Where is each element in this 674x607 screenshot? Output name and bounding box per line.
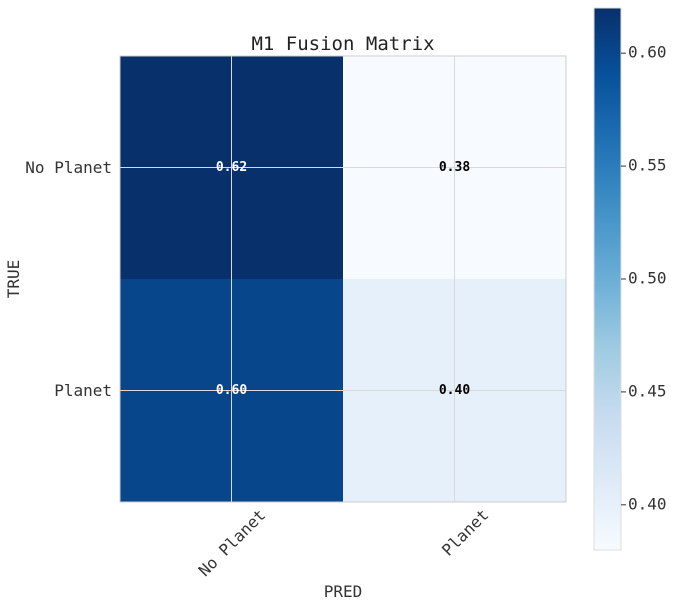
x-tick-labels: No Planet Planet — [195, 505, 493, 580]
cell-value-label: 0.40 — [439, 383, 470, 398]
x-tick-label: Planet — [438, 505, 492, 559]
colorbar-tick-label: 0.55 — [628, 156, 667, 175]
plot-frame — [119, 55, 567, 503]
cell-value-label: 0.38 — [439, 160, 470, 175]
gridlines — [120, 56, 566, 502]
chart-title: M1 Fusion Matrix — [251, 33, 434, 55]
cell-value-labels: 0.62 0.38 0.60 0.40 — [216, 160, 470, 398]
x-tick-label: No Planet — [195, 505, 270, 580]
colorbar-tick-label: 0.50 — [628, 269, 667, 288]
cell-value-label: 0.62 — [216, 160, 247, 175]
heatmap-cells — [120, 56, 566, 502]
colorbar-tick-label: 0.45 — [628, 381, 667, 400]
y-tick-labels: No Planet Planet — [25, 158, 112, 400]
colorbar-tick-label: 0.60 — [628, 43, 667, 62]
colorbar-ticks: 0.40 0.45 0.50 0.55 0.60 — [621, 43, 667, 513]
colorbar — [593, 7, 622, 551]
y-tick-label: No Planet — [25, 158, 112, 177]
y-tick-label: Planet — [54, 381, 112, 400]
colorbar-tick-label: 0.40 — [628, 494, 667, 513]
x-axis-label: PRED — [324, 582, 363, 601]
y-axis-label: TRUE — [4, 260, 23, 299]
cell-value-label: 0.60 — [216, 383, 247, 398]
